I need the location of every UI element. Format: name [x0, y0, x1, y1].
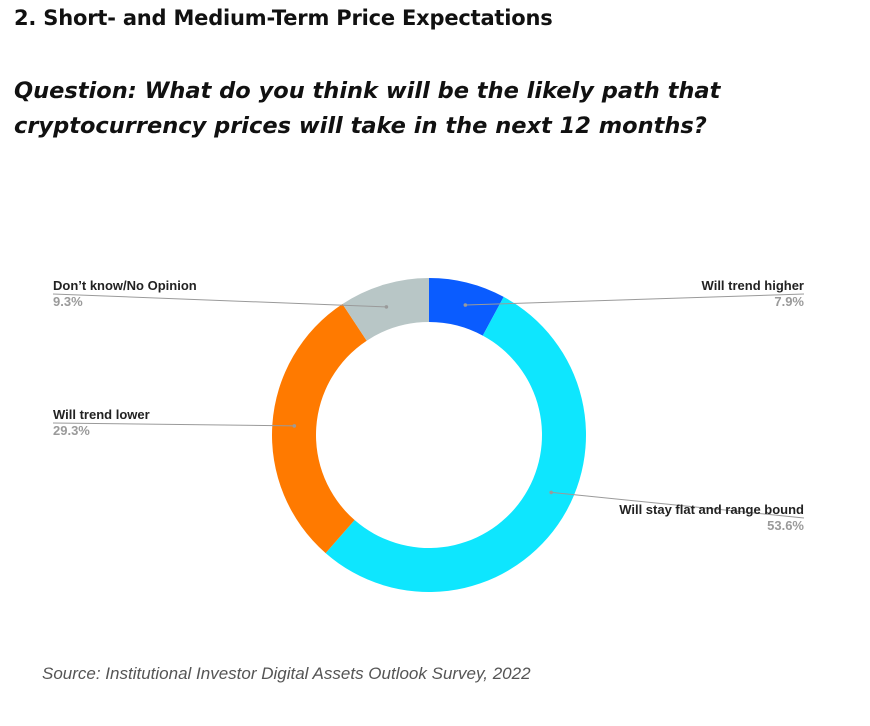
survey-question: Question: What do you think will be the …	[14, 78, 721, 139]
slice-will-trend-lower	[271, 303, 367, 554]
source-note: Source: Institutional Investor Digital A…	[42, 664, 531, 683]
leader-line-don-t-know-no-opinion	[52, 293, 387, 308]
label-will-trend-higher: Will trend higher	[702, 278, 804, 293]
value-don-t-know-no-opinion: 9.3%	[53, 294, 83, 309]
leader-line-will-stay-flat-and-range-bound	[551, 491, 805, 519]
value-will-stay-flat-and-range-bound: 53.6%	[767, 518, 804, 533]
value-will-trend-higher: 7.9%	[774, 294, 804, 309]
label-don-t-know-no-opinion: Don’t know/No Opinion	[53, 278, 197, 293]
value-will-trend-lower: 29.3%	[53, 423, 90, 438]
slice-will-trend-higher	[429, 278, 504, 336]
leader-dot-don-t-know-no-opinion	[384, 305, 389, 309]
leader-dot-will-trend-lower	[292, 424, 297, 428]
leader-line-will-trend-higher	[465, 293, 805, 306]
donut-slices	[271, 278, 586, 592]
slice-don-t-know-no-opinion	[342, 278, 429, 341]
leader-dot-will-trend-higher	[463, 303, 468, 307]
leader-line-will-trend-lower	[52, 422, 295, 427]
label-will-stay-flat-and-range-bound: Will stay flat and range bound	[619, 502, 804, 517]
leader-lines	[52, 293, 805, 519]
label-will-trend-lower: Will trend lower	[53, 407, 150, 422]
section-title: 2. Short- and Medium-Term Price Expectat…	[14, 6, 553, 30]
slice-will-stay-flat-and-range-bound	[325, 296, 586, 592]
